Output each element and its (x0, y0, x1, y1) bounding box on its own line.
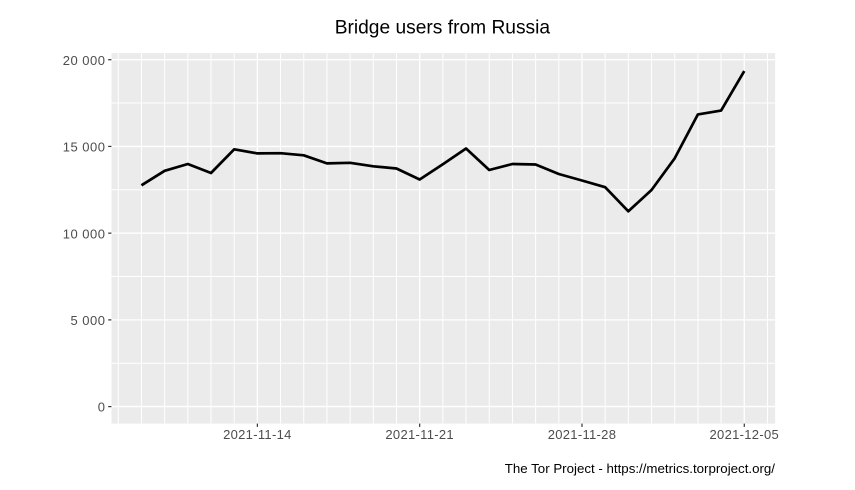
svg-text:10 000: 10 000 (63, 226, 106, 241)
svg-text:The Tor Project - https://metr: The Tor Project - https://metrics.torpro… (505, 461, 776, 476)
svg-text:15 000: 15 000 (63, 140, 106, 155)
svg-text:20 000: 20 000 (63, 53, 106, 68)
svg-text:2021-11-28: 2021-11-28 (548, 427, 617, 442)
svg-text:2021-12-05: 2021-12-05 (710, 427, 780, 442)
svg-text:2021-11-21: 2021-11-21 (385, 427, 454, 442)
svg-text:Bridge users from Russia: Bridge users from Russia (335, 18, 551, 39)
svg-text:0: 0 (98, 400, 106, 415)
svg-text:5 000: 5 000 (70, 313, 105, 328)
svg-text:2021-11-14: 2021-11-14 (223, 427, 292, 442)
